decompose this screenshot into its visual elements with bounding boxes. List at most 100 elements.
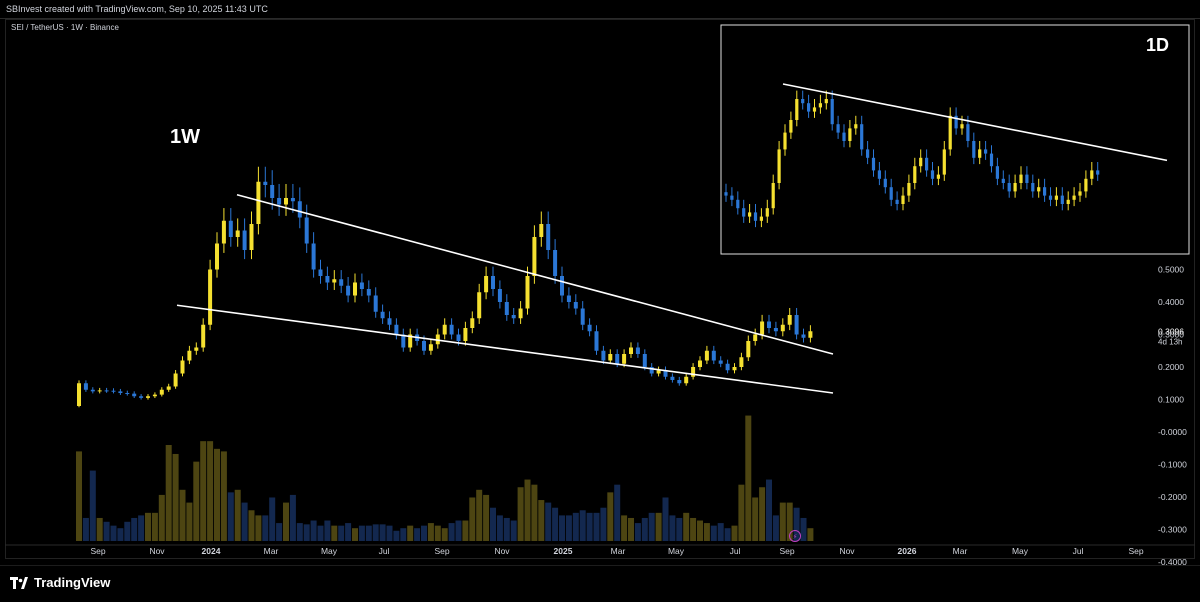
volume-bar <box>725 528 731 541</box>
volume-bar <box>214 449 220 541</box>
candle-body <box>484 276 488 292</box>
inset-candle-body <box>1025 175 1028 183</box>
candle-body <box>505 302 509 315</box>
inset-candle-body <box>996 166 999 179</box>
volume-bar <box>207 441 213 541</box>
candle-body <box>346 286 350 296</box>
time-axis-label: 2025 <box>554 546 573 556</box>
volume-bar <box>580 510 586 541</box>
candle-body <box>498 289 502 302</box>
inset-candle-body <box>1073 196 1076 200</box>
volume-bar <box>131 518 137 541</box>
candle-body <box>236 231 240 238</box>
time-axis-label: May <box>321 546 338 556</box>
footer-bar: TradingView <box>0 565 1200 602</box>
candle-body <box>181 361 185 374</box>
volume-bar <box>373 524 379 541</box>
volume-bar <box>414 528 420 541</box>
time-axis-label: May <box>668 546 685 556</box>
inset-candle-body <box>896 200 899 204</box>
volume-bar <box>635 523 641 541</box>
inset-candle-body <box>754 212 757 220</box>
volume-bar <box>276 523 282 541</box>
inset-candle-body <box>925 158 928 171</box>
inset-candle-body <box>866 149 869 157</box>
candle-body <box>553 250 557 276</box>
volume-bar <box>628 518 634 541</box>
candle-body <box>208 270 212 325</box>
volume-bar <box>690 518 696 541</box>
candle-body <box>705 351 709 361</box>
candle-body <box>201 325 205 348</box>
candle-body <box>795 315 799 335</box>
volume-bar <box>483 495 489 541</box>
inset-candle-body <box>1031 183 1034 191</box>
candle-body <box>443 325 447 335</box>
candle-body <box>767 322 771 329</box>
volume-bar <box>538 500 544 541</box>
volume-bar <box>676 518 682 541</box>
volume-bar <box>83 518 89 541</box>
inset-candle-body <box>1090 170 1093 178</box>
time-axis-label: Mar <box>611 546 626 556</box>
volume-bar <box>559 515 565 541</box>
volume-bar <box>594 513 600 541</box>
volume-bar <box>193 462 199 541</box>
time-axis-label: 2024 <box>202 546 221 556</box>
inset-candle-body <box>919 158 922 166</box>
inset-candle-body <box>807 103 810 111</box>
candle-body <box>429 344 433 351</box>
candle-body <box>353 283 357 296</box>
volume-bar <box>807 528 813 541</box>
tradingview-logo[interactable]: TradingView <box>10 575 110 590</box>
volume-bar <box>104 522 110 541</box>
volume-bar <box>97 518 103 541</box>
volume-bar <box>490 508 496 541</box>
inset-candle-body <box>736 200 739 208</box>
volume-bar <box>400 528 406 541</box>
candle-body <box>532 237 536 276</box>
inset-candle-body <box>1037 187 1040 191</box>
candle-body <box>187 351 191 361</box>
volume-bar <box>255 515 261 541</box>
candle-body <box>91 390 95 392</box>
inset-candle-body <box>1067 200 1070 204</box>
candle-body <box>77 383 81 406</box>
candle-body <box>112 391 116 392</box>
volume-bar <box>338 526 344 541</box>
volume-bar <box>366 526 372 541</box>
candle-body <box>788 315 792 325</box>
candle-body <box>698 361 702 368</box>
candle-body <box>588 325 592 332</box>
volume-bar <box>117 528 123 541</box>
candle-body <box>270 185 274 198</box>
time-axis-label: Nov <box>149 546 165 556</box>
volume-bar <box>359 526 365 541</box>
inset-candle-body <box>813 107 816 111</box>
volume-bar <box>732 526 738 541</box>
volume-bar <box>683 513 689 541</box>
volume-bar <box>228 492 234 541</box>
inset-candle-body <box>960 124 963 128</box>
last-price-label: 0.3096 <box>1158 326 1184 336</box>
inset-candle-body <box>878 170 881 178</box>
price-tick-label: 0.4000 <box>1158 297 1184 307</box>
candle-body <box>567 296 571 303</box>
tradingview-brand: TradingView <box>34 575 110 590</box>
candle-body <box>298 201 302 217</box>
candle-body <box>457 335 461 342</box>
volume-bar <box>738 485 744 541</box>
candle-body <box>256 182 260 224</box>
inset-candle-body <box>907 183 910 196</box>
volume-bar <box>545 503 551 541</box>
volume-bar <box>759 487 765 541</box>
candle-body <box>153 395 157 397</box>
time-axis-label: Jul <box>730 546 741 556</box>
volume-bar <box>304 524 310 541</box>
volume-bar <box>462 521 468 541</box>
inset-candle-body <box>943 149 946 174</box>
candle-body <box>622 354 626 364</box>
candle-body <box>670 377 674 380</box>
time-axis-label: Mar <box>953 546 968 556</box>
